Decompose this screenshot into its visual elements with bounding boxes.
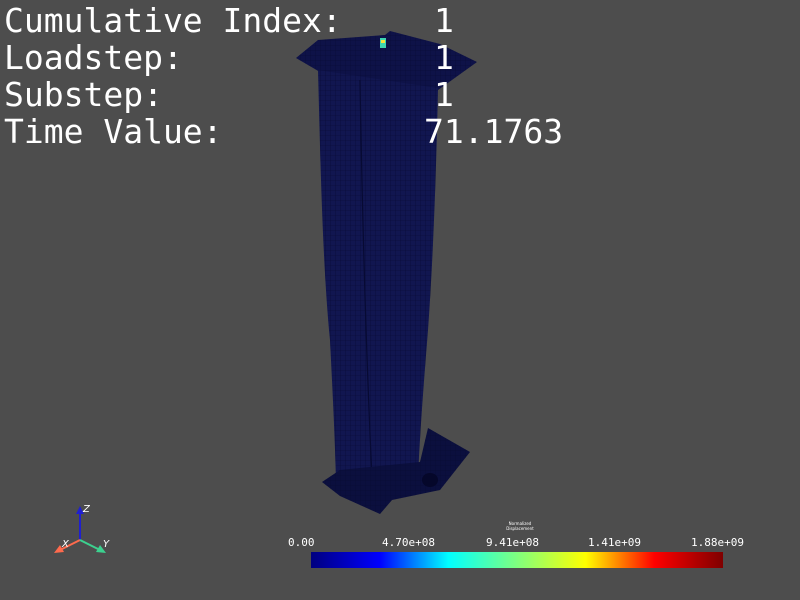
result-info-overlay: Cumulative Index: 1 Loadstep: 1 Substep:… [4, 2, 604, 150]
z-axis-label: Z [82, 504, 91, 515]
scalar-bar-tick: 1.88e+09 [691, 536, 744, 549]
scalar-bar-tick: 4.70e+08 [382, 536, 435, 549]
y-axis-label: Y [103, 539, 110, 550]
scalar-bar-title-line1: Normalized [508, 521, 532, 526]
substep-value: 1 [434, 75, 454, 114]
turbine-blade-model[interactable] [296, 31, 477, 514]
scalar-bar-title: Normalized Displacement [495, 521, 545, 531]
loadstep-label: Loadstep: [4, 38, 183, 77]
cumulative-index-value: 1 [434, 1, 454, 40]
info-row-time-value: Time Value: 71.1763 [4, 113, 604, 150]
cumulative-index-label: Cumulative Index: [4, 1, 342, 40]
scalar-bar-tick: 1.41e+09 [588, 536, 641, 549]
scalar-bar-title-line2: Displacement [506, 526, 534, 531]
scalar-bar-tick: 0.00 [288, 536, 315, 549]
orientation-axes-widget[interactable]: Z X Y [40, 496, 120, 566]
scalar-bar-colormap [311, 552, 723, 568]
scalar-bar-ticks: 0.00 4.70e+08 9.41e+08 1.41e+09 1.88e+09 [280, 536, 760, 550]
x-axis-label: X [61, 539, 70, 550]
info-row-substep: Substep: 1 [4, 76, 604, 113]
info-row-loadstep: Loadstep: 1 [4, 39, 604, 76]
time-value-label: Time Value: [4, 112, 223, 151]
info-row-cumulative-index: Cumulative Index: 1 [4, 2, 604, 39]
substep-label: Substep: [4, 75, 163, 114]
scalar-bar-tick: 9.41e+08 [486, 536, 539, 549]
time-value-value: 71.1763 [424, 112, 564, 151]
loadstep-value: 1 [434, 38, 454, 77]
